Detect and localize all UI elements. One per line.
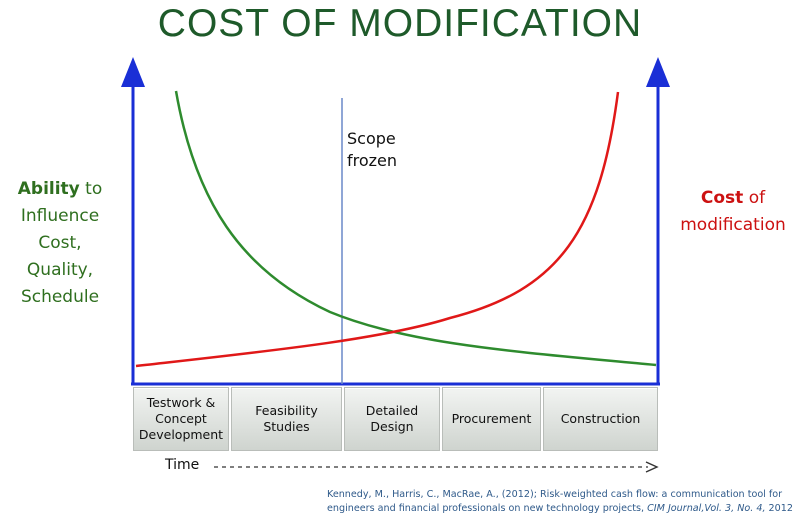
cost-axis-label: Cost of modification xyxy=(666,185,800,239)
ability-label-rest: to xyxy=(79,179,103,199)
phase-box: Procurement xyxy=(442,387,541,451)
cost-label-strong: Cost xyxy=(700,188,744,208)
phase-label: Construction xyxy=(560,411,641,426)
phase-box: Feasibility Studies xyxy=(231,387,342,451)
citation: Kennedy, M., Harris, C., MacRae, A., (20… xyxy=(327,488,795,516)
time-label: Time xyxy=(165,457,200,473)
ability-curve xyxy=(174,90,657,367)
ability-axis-label: Ability to Influence Cost, Quality, Sche… xyxy=(6,176,114,311)
ability-label-line: Quality, xyxy=(26,260,94,280)
scope-label-line: Scope xyxy=(347,129,396,148)
scope-frozen-label: Scope frozen xyxy=(347,128,427,172)
cost-curve xyxy=(135,91,620,368)
phase-bar: Testwork & Concept Development Feasibili… xyxy=(133,387,658,451)
phase-box: Testwork & Concept Development xyxy=(133,387,229,451)
citation-journal: CIM Journal,Vol. 3, No. 4, xyxy=(647,503,766,514)
ability-label-line: Cost, xyxy=(38,233,82,253)
ability-label-line: Schedule xyxy=(20,287,100,307)
time-arrow-head xyxy=(645,461,659,473)
phase-label: Feasibility xyxy=(255,403,318,418)
phase-label: Design xyxy=(370,419,414,434)
page-title: COST OF MODIFICATION xyxy=(157,2,643,45)
phase-label: Studies xyxy=(263,419,310,434)
phase-label: Procurement xyxy=(451,411,532,426)
phase-label: Detailed xyxy=(365,403,419,418)
ability-label-line: Influence xyxy=(20,206,100,226)
cost-label-line: modification xyxy=(680,215,786,235)
phase-box: Construction xyxy=(543,387,658,451)
scope-label-line: frozen xyxy=(347,151,398,170)
ability-label-strong: Ability xyxy=(17,179,80,199)
cost-label-rest: of xyxy=(743,188,766,208)
citation-year: 2012 xyxy=(765,503,793,514)
citation-text: Kennedy, M., Harris, C., MacRae, A., (20… xyxy=(327,489,783,514)
phase-label: Concept xyxy=(155,411,207,426)
phase-label: Testwork & xyxy=(146,395,216,410)
phase-label: Development xyxy=(138,427,224,442)
phase-box: Detailed Design xyxy=(344,387,440,451)
